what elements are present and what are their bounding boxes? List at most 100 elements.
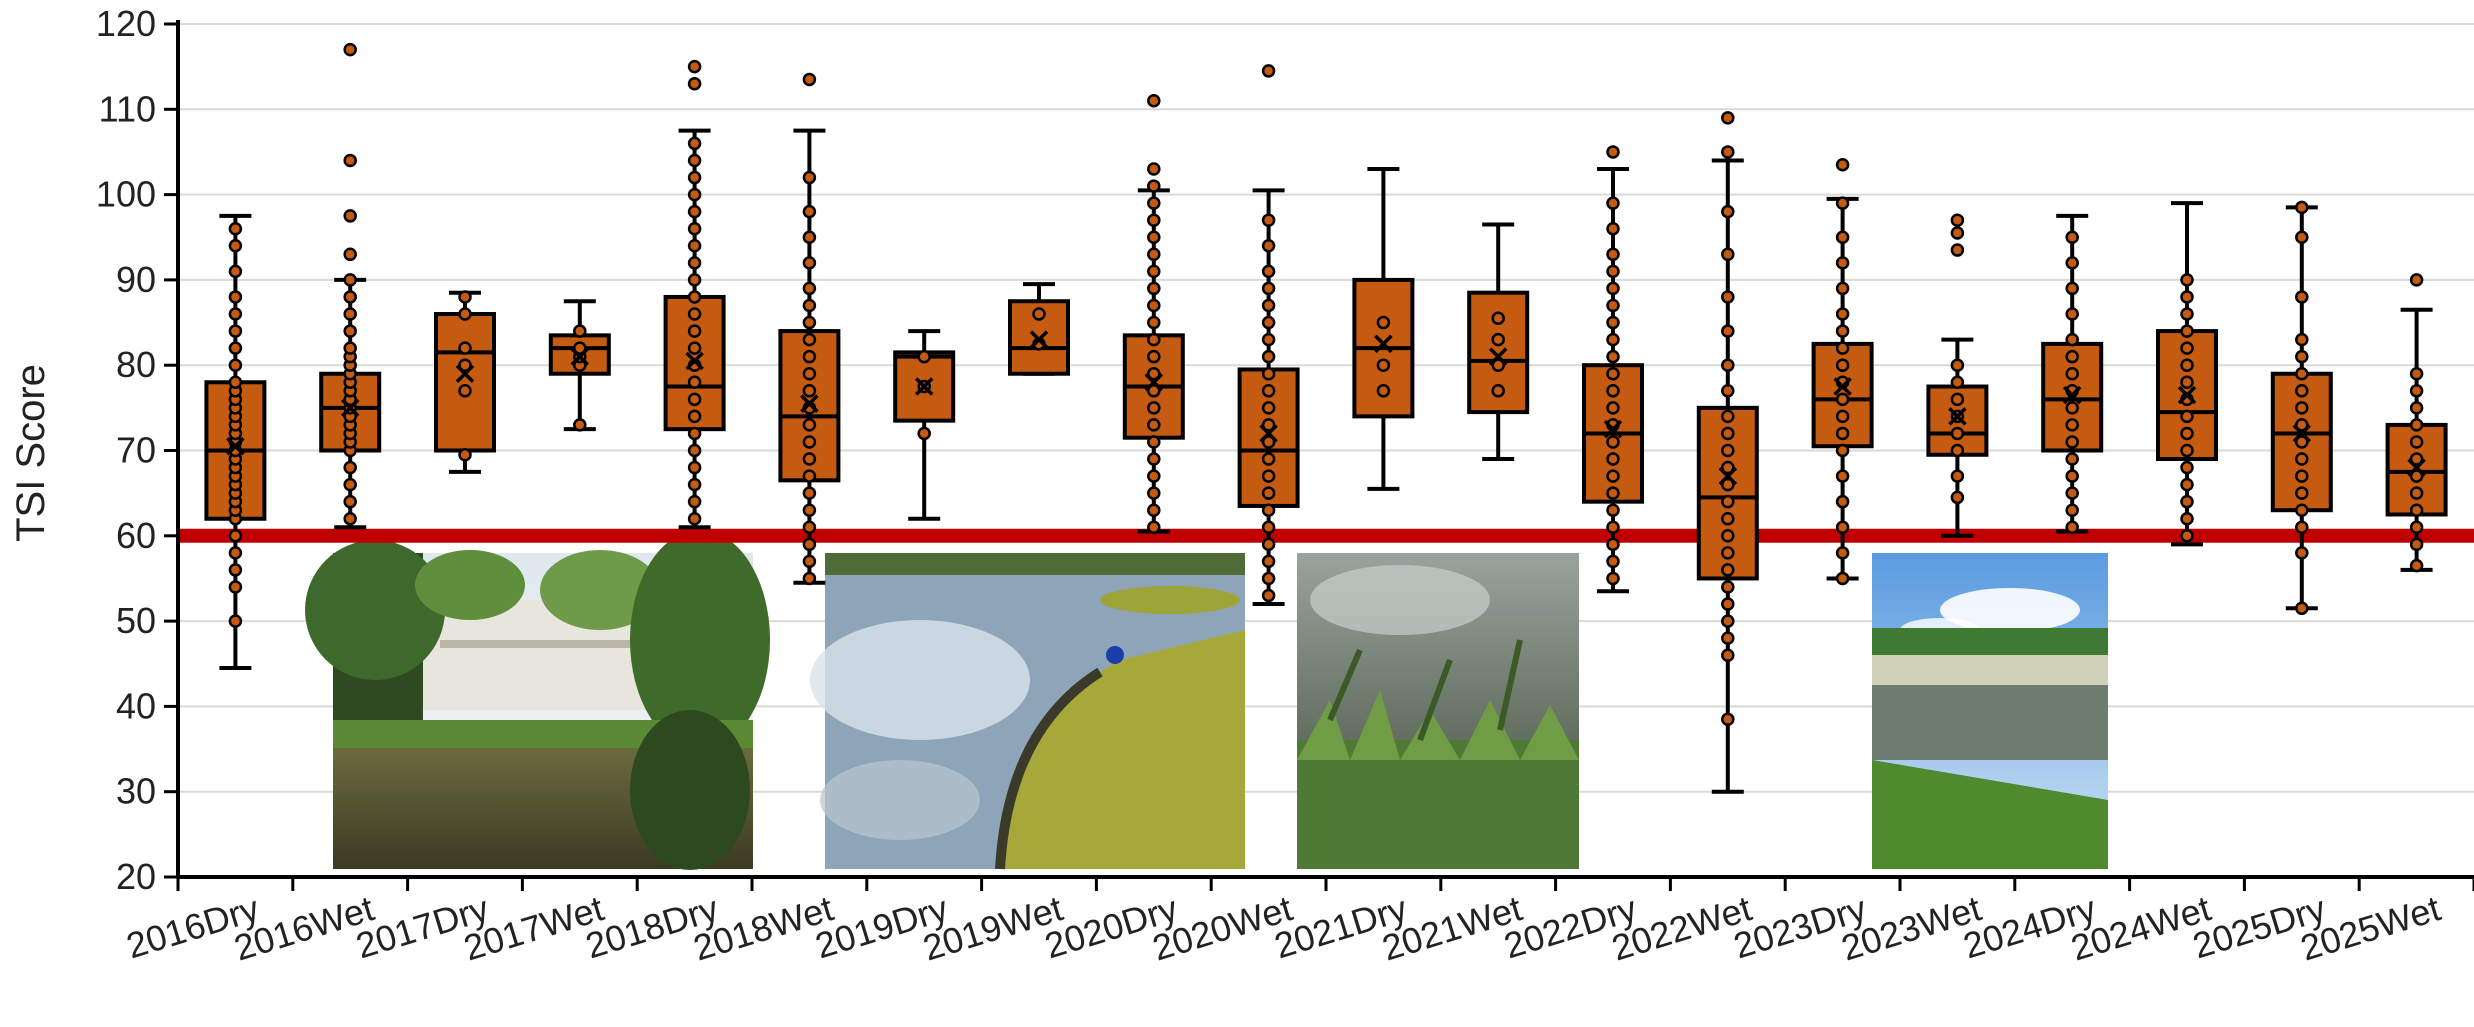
data-point xyxy=(687,170,702,185)
data-point xyxy=(1835,281,1850,296)
data-point xyxy=(2295,332,2309,347)
box-2017Dry xyxy=(434,290,496,474)
data-point xyxy=(1606,503,1620,517)
data-point xyxy=(687,59,702,74)
data-point xyxy=(2180,307,2194,321)
data-point xyxy=(2180,460,2194,475)
y-tick-label: 90 xyxy=(116,259,156,300)
data-point xyxy=(2295,366,2309,381)
data-point xyxy=(1606,196,1620,210)
data-point xyxy=(2065,332,2079,347)
data-point xyxy=(458,341,472,355)
data-point xyxy=(2065,366,2079,381)
data-point xyxy=(228,324,243,338)
data-point xyxy=(1721,384,1735,398)
data-point xyxy=(1606,247,1620,262)
data-point xyxy=(1147,418,1161,432)
data-point xyxy=(687,375,702,390)
data-point xyxy=(687,511,702,526)
data-point xyxy=(1721,631,1735,645)
data-point xyxy=(1721,409,1735,424)
data-point xyxy=(2295,401,2309,415)
data-point xyxy=(1261,298,1276,313)
data-point xyxy=(2180,494,2194,509)
data-point xyxy=(1147,366,1161,381)
box-2024Wet xyxy=(2156,201,2218,547)
mean-marker xyxy=(2062,385,2082,405)
data-point xyxy=(1261,435,1276,449)
data-point xyxy=(1261,64,1276,78)
data-point xyxy=(2409,503,2424,517)
y-tick-label: 30 xyxy=(116,771,156,812)
data-point xyxy=(2065,520,2079,535)
box-2021Wet xyxy=(1467,222,1530,462)
data-point xyxy=(2409,558,2424,573)
mean-marker xyxy=(1833,377,1852,396)
box-2025Wet xyxy=(2385,273,2448,573)
data-point xyxy=(1721,580,1735,594)
data-point xyxy=(2295,452,2309,466)
data-point xyxy=(1261,264,1276,279)
data-point xyxy=(1147,452,1161,466)
data-point xyxy=(802,332,817,347)
data-point xyxy=(1261,239,1276,253)
data-point xyxy=(1491,311,1505,326)
data-point xyxy=(2295,230,2309,244)
data-point xyxy=(2409,366,2424,381)
data-point xyxy=(687,221,702,236)
data-point xyxy=(2180,477,2194,492)
pond-photo-house xyxy=(305,530,770,870)
data-point xyxy=(2180,426,2194,441)
data-point xyxy=(1261,486,1276,500)
data-point xyxy=(1835,443,1850,458)
data-point xyxy=(1376,384,1391,398)
data-point xyxy=(343,307,357,321)
data-point xyxy=(802,256,817,270)
data-point xyxy=(228,546,243,560)
data-point xyxy=(1606,469,1620,483)
mean-marker xyxy=(1488,347,1508,366)
data-point xyxy=(1261,537,1276,552)
data-point xyxy=(1606,537,1620,552)
mean-marker xyxy=(1259,424,1278,443)
data-point xyxy=(1606,384,1620,398)
data-point xyxy=(1721,597,1735,611)
data-point xyxy=(2180,341,2194,355)
data-point xyxy=(1721,426,1735,441)
data-point xyxy=(1606,332,1620,347)
box-2023Wet xyxy=(1926,213,1989,538)
mean-marker xyxy=(800,394,819,413)
data-point xyxy=(1950,490,1965,505)
mean-marker xyxy=(1948,407,1967,426)
data-point xyxy=(2409,486,2424,500)
data-point xyxy=(687,273,702,287)
y-tick-label: 80 xyxy=(116,344,156,385)
data-point xyxy=(1606,264,1620,279)
data-point xyxy=(917,426,931,441)
data-point xyxy=(343,290,357,304)
data-point xyxy=(2409,469,2424,483)
box-series xyxy=(204,42,2448,794)
data-point xyxy=(1261,366,1276,381)
data-point xyxy=(802,469,817,483)
data-point xyxy=(1721,358,1735,372)
data-point xyxy=(1261,520,1276,535)
box-2019Dry xyxy=(893,329,956,521)
data-point xyxy=(1261,418,1276,432)
data-point xyxy=(343,209,357,223)
data-point xyxy=(1261,469,1276,483)
y-tick-label: 60 xyxy=(116,515,156,556)
data-point xyxy=(1147,332,1161,347)
data-point xyxy=(2065,256,2079,270)
data-point xyxy=(2409,384,2424,398)
box-2016Wet xyxy=(319,42,382,530)
data-point xyxy=(2295,503,2309,517)
data-point xyxy=(802,72,817,87)
data-point xyxy=(1606,435,1620,449)
data-point xyxy=(228,307,243,321)
data-point xyxy=(1147,315,1161,330)
data-point xyxy=(343,42,357,57)
data-point xyxy=(1835,494,1850,509)
mean-marker xyxy=(226,436,245,456)
data-point xyxy=(1835,196,1850,210)
